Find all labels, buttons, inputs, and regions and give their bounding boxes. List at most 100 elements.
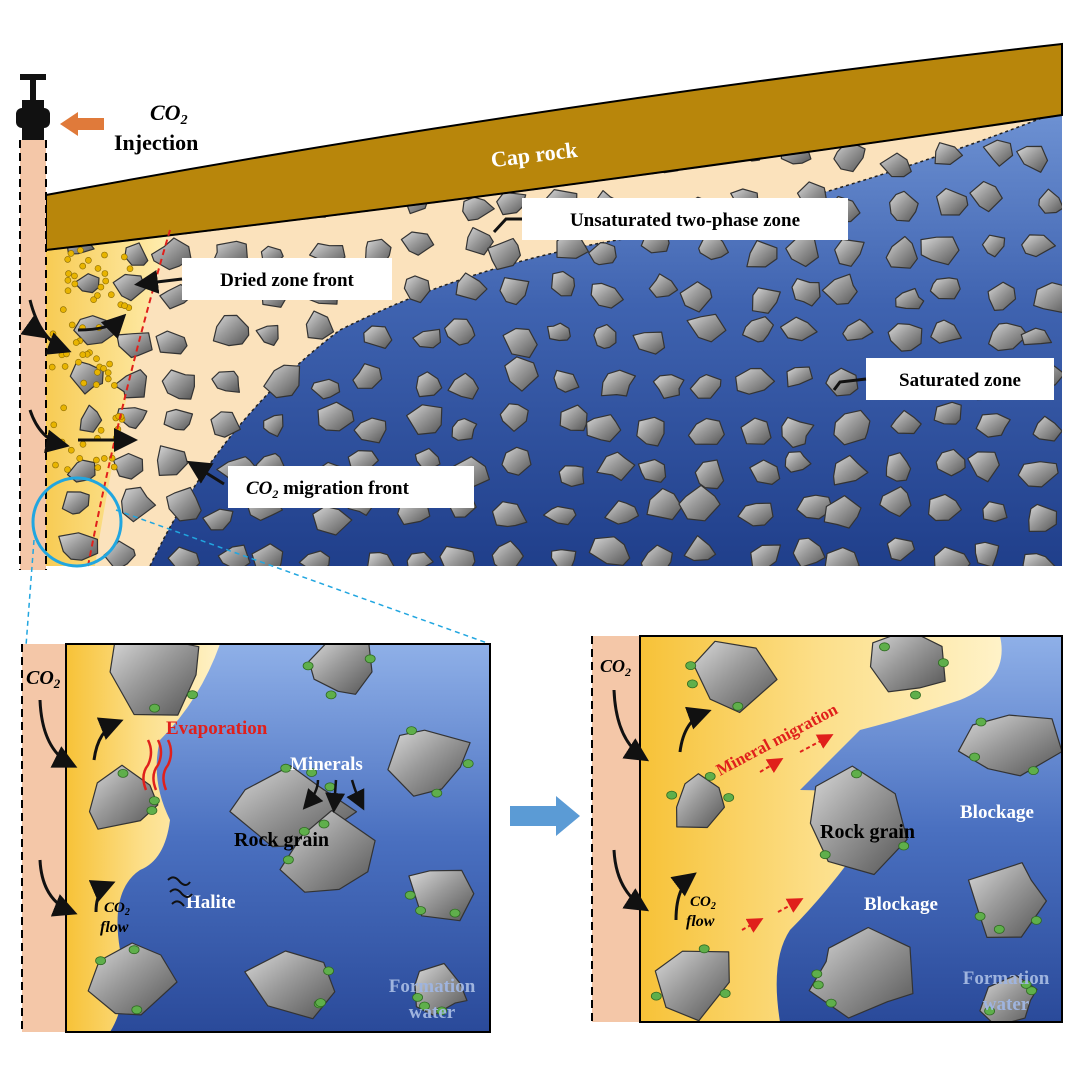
halite-dot xyxy=(52,461,59,469)
rock-grain xyxy=(654,950,730,1022)
mineral-speck xyxy=(685,661,697,670)
rock-grain xyxy=(551,270,576,297)
rock-grain xyxy=(600,369,636,397)
unsaturated-label: Unsaturated two-phase zone xyxy=(492,198,848,240)
mineral-speck xyxy=(1020,980,1032,989)
halite-label: Halite xyxy=(186,892,236,913)
rock-grain xyxy=(559,404,588,432)
rock-grain xyxy=(1077,198,1080,221)
rock-grain xyxy=(403,275,431,304)
rock-grain xyxy=(255,324,279,346)
halite-dot xyxy=(93,355,100,363)
halite-dot xyxy=(121,253,128,261)
rock-grain xyxy=(499,403,529,432)
halite-dot xyxy=(64,256,71,263)
rock-grain xyxy=(809,765,908,876)
rock-grain xyxy=(779,316,818,342)
mineral-speck xyxy=(419,1001,430,1011)
mineral-speck xyxy=(431,788,443,798)
rock-grain xyxy=(462,196,495,222)
halite-dot xyxy=(60,404,68,412)
mineral-speck xyxy=(148,796,160,805)
halite-dot xyxy=(63,350,70,358)
mineral-speck xyxy=(851,769,862,779)
halite-dot xyxy=(72,339,80,346)
halite-dot xyxy=(94,368,101,376)
rock-grain xyxy=(550,549,577,566)
rock-grain xyxy=(439,545,476,566)
right-water-label: water xyxy=(983,994,1030,1015)
rock-grain xyxy=(879,486,912,517)
mineral-speck xyxy=(325,690,337,700)
rock-grain xyxy=(742,316,774,343)
halite-dot xyxy=(94,292,101,299)
mineral-speck xyxy=(1031,916,1042,925)
rock-grain xyxy=(632,331,666,355)
rock-grain xyxy=(987,281,1017,311)
rock-grain xyxy=(786,366,813,388)
mineral-speck xyxy=(811,969,823,979)
mineral-speck xyxy=(406,726,417,735)
mineral-speck xyxy=(187,690,198,700)
mineral-speck xyxy=(364,654,376,664)
halite-dot xyxy=(68,446,75,454)
rock-grain xyxy=(593,324,617,349)
halite-dot xyxy=(93,456,100,464)
rock-grain xyxy=(244,950,336,1020)
halite-dot xyxy=(75,358,82,366)
rock-grain xyxy=(1020,327,1053,346)
rock-grain xyxy=(749,459,781,485)
rock-grain xyxy=(121,486,157,523)
rock-grain xyxy=(491,501,528,528)
rock-grain xyxy=(936,187,969,216)
mineral-speck xyxy=(938,658,949,668)
rock-grain xyxy=(920,236,960,266)
rock-grain xyxy=(211,370,240,393)
mineral-speck xyxy=(149,703,161,713)
halite-dot xyxy=(64,276,72,284)
rock-grain xyxy=(885,452,912,482)
rock-grain xyxy=(890,409,922,435)
left-formation-label: Formation xyxy=(389,976,476,997)
rock-grain xyxy=(308,644,373,695)
mineral-speck xyxy=(146,806,158,815)
rock-grains-left xyxy=(87,644,475,1020)
right-formation-label: Formation xyxy=(963,968,1050,989)
rock-grain xyxy=(928,493,962,522)
wellhead-valve-icon xyxy=(16,74,50,140)
rock-grain xyxy=(967,862,1047,938)
left-well xyxy=(22,644,66,1032)
migration-front-label: CO2 migration front xyxy=(186,460,474,508)
rock-grains-right xyxy=(650,636,1062,1022)
rock-grain xyxy=(887,323,923,352)
rock-grain xyxy=(501,446,532,476)
left-flow-label: CO2 xyxy=(104,900,130,918)
right-panel-frame xyxy=(639,635,1063,1023)
rock-grain xyxy=(969,180,1003,213)
rock-grain xyxy=(930,319,962,344)
rock-grain xyxy=(981,234,1006,258)
rock-grain xyxy=(689,374,722,399)
mineral-speck xyxy=(280,763,292,773)
rock-grain xyxy=(636,416,665,447)
rock-grain xyxy=(317,401,355,432)
rock-grain xyxy=(1032,415,1062,442)
svg-text:CO2 migration front: CO2 migration front xyxy=(246,478,410,501)
rock-grain xyxy=(1033,282,1062,314)
mineral-speck xyxy=(698,944,710,954)
rock-grain xyxy=(792,537,826,566)
mineral-speck xyxy=(324,782,336,792)
rock-grain xyxy=(686,313,727,343)
rock-grain xyxy=(491,540,524,566)
rock-grain xyxy=(974,541,1000,566)
rock-grain xyxy=(652,374,685,399)
halite-dot xyxy=(85,256,92,264)
halite-dot xyxy=(79,262,86,270)
minerals-arrows xyxy=(302,779,365,813)
left-flow-arrows xyxy=(38,699,124,917)
rock-grain xyxy=(558,465,585,487)
rock-grain xyxy=(824,547,860,566)
rock-grain xyxy=(363,325,393,349)
rock-grain xyxy=(957,714,1062,777)
mineral-speck xyxy=(1026,986,1037,996)
